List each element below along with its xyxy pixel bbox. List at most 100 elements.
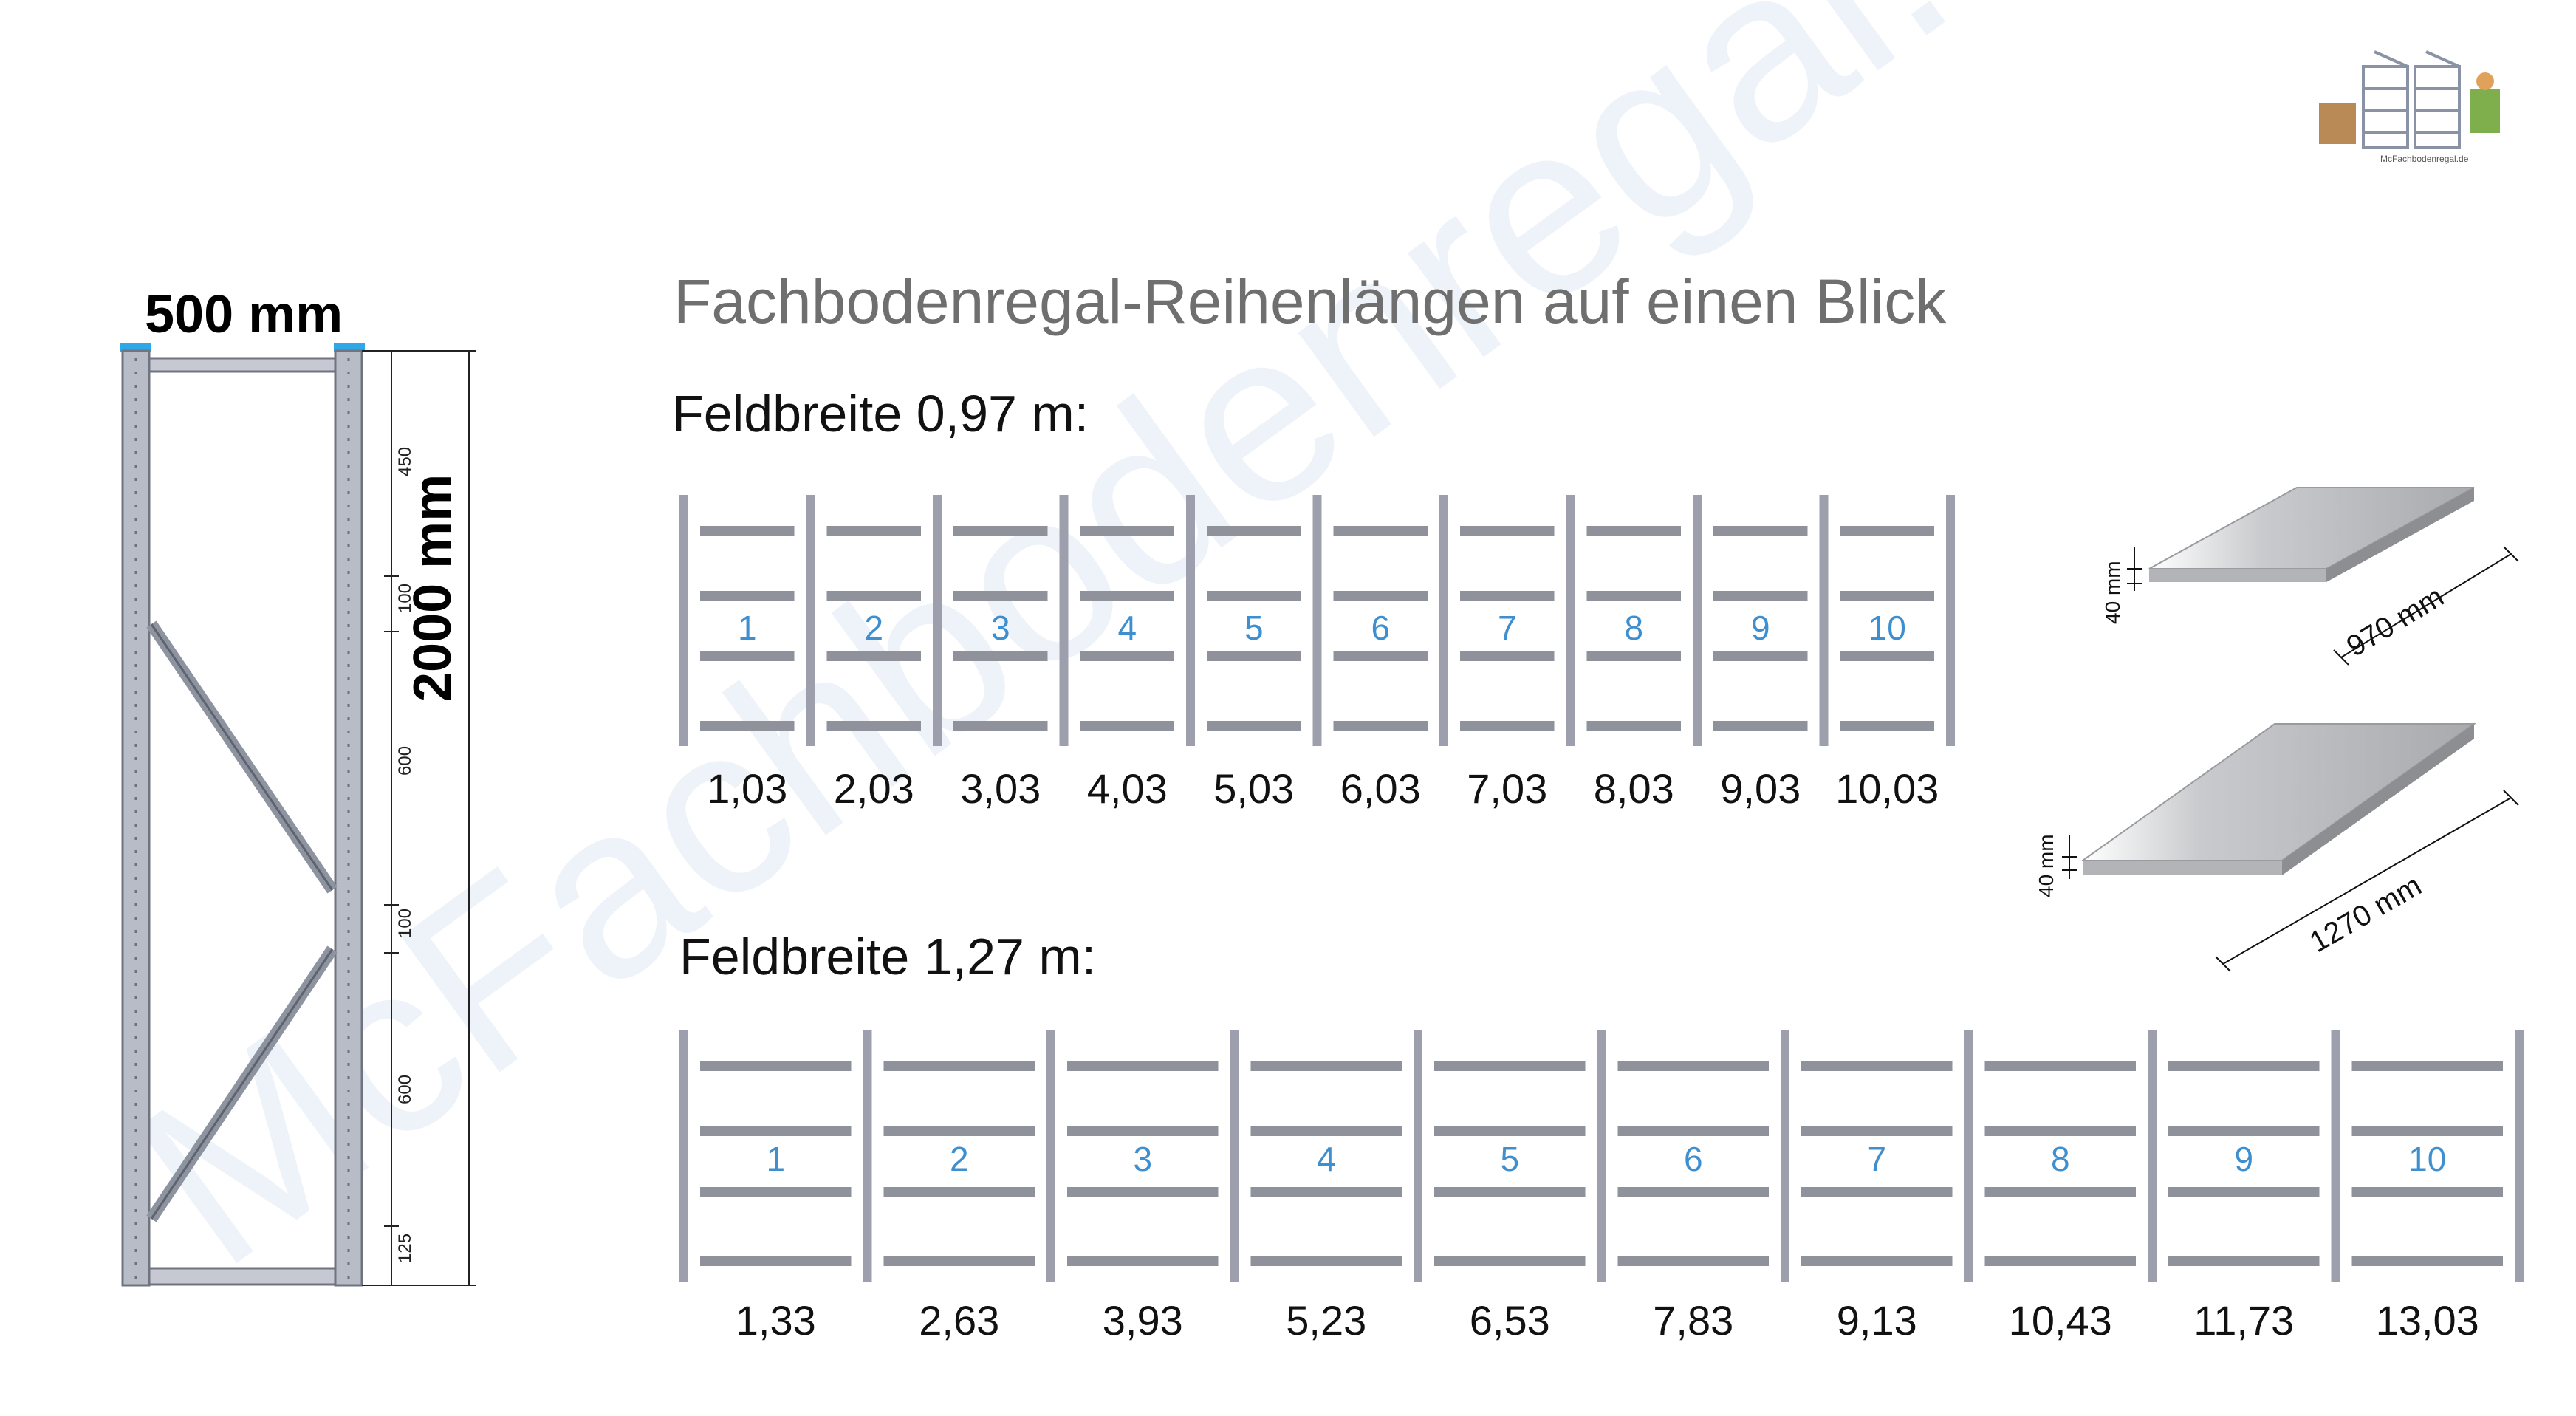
row-length-value: 2,63 bbox=[919, 1297, 1000, 1344]
shelf-board bbox=[1080, 591, 1174, 601]
upright-post bbox=[1439, 495, 1448, 746]
shelf-board bbox=[1586, 651, 1681, 661]
shelf-board bbox=[2351, 1061, 2503, 1071]
upright-post bbox=[2515, 1030, 2524, 1282]
upright-post bbox=[2148, 1030, 2157, 1282]
frame-dim-600b: 600 bbox=[395, 1074, 415, 1104]
row-length-value: 8,03 bbox=[1593, 765, 1674, 812]
field-number: 2 bbox=[864, 609, 883, 647]
shelf-board bbox=[1586, 591, 1681, 601]
field-number: 1 bbox=[766, 1140, 785, 1178]
upright-post bbox=[1312, 495, 1322, 746]
shelf-board bbox=[1333, 526, 1428, 536]
row-length-value: 10,03 bbox=[1835, 765, 1939, 812]
shelf-board bbox=[1840, 721, 1934, 731]
field-number: 7 bbox=[1498, 609, 1517, 647]
field-number: 1 bbox=[738, 609, 757, 647]
frame-dim-100b: 100 bbox=[395, 908, 415, 938]
upright-post bbox=[863, 1030, 872, 1282]
logo-caption: McFachbodenregal.de bbox=[2380, 154, 2469, 164]
shelf-board bbox=[1713, 651, 1808, 661]
field-number: 8 bbox=[1624, 609, 1643, 647]
field-number: 3 bbox=[1133, 1140, 1152, 1178]
row-length-value: 7,03 bbox=[1467, 765, 1548, 812]
frame-dim-125: 125 bbox=[395, 1233, 415, 1263]
shelf-board bbox=[953, 526, 1048, 536]
shelf-board bbox=[1460, 591, 1555, 601]
shelf-board bbox=[1067, 1061, 1219, 1071]
field-number: 6 bbox=[1684, 1140, 1703, 1178]
shelf-board bbox=[2351, 1126, 2503, 1136]
shelf-board bbox=[1207, 651, 1301, 661]
page-title: Fachbodenregal-Reihenlängen auf einen Bl… bbox=[674, 267, 1947, 336]
shelf-board bbox=[1460, 651, 1555, 661]
shelf-board bbox=[2168, 1187, 2320, 1197]
field-number: 3 bbox=[991, 609, 1010, 647]
upright-post bbox=[1059, 495, 1069, 746]
shelf-board bbox=[1207, 591, 1301, 601]
field-number: 10 bbox=[2408, 1140, 2446, 1178]
shelf-board bbox=[826, 526, 921, 536]
shelf-board bbox=[1434, 1187, 1586, 1197]
field-number: 10 bbox=[1868, 609, 1906, 647]
row-length-value: 5,03 bbox=[1213, 765, 1295, 812]
upright-post bbox=[1566, 495, 1575, 746]
upright-post bbox=[1693, 495, 1702, 746]
shelf-board bbox=[1434, 1126, 1586, 1136]
shelf-board bbox=[1713, 591, 1808, 601]
row-length-value: 3,93 bbox=[1102, 1297, 1183, 1344]
shelf-board bbox=[1801, 1061, 1953, 1071]
shelf-board-1270 bbox=[2062, 723, 2519, 972]
shelf-board bbox=[700, 721, 795, 731]
section-heading-097: Feldbreite 0,97 m: bbox=[672, 385, 1089, 442]
field-number: 7 bbox=[1867, 1140, 1886, 1178]
shelf-board bbox=[1713, 721, 1808, 731]
shelf-board bbox=[1333, 591, 1428, 601]
field-number: 6 bbox=[1371, 609, 1390, 647]
row-length-value: 9,13 bbox=[1836, 1297, 1917, 1344]
shelf-board bbox=[700, 591, 795, 601]
row-length-value: 7,83 bbox=[1653, 1297, 1734, 1344]
shelf-board bbox=[1984, 1256, 2136, 1266]
shelf-board bbox=[1434, 1061, 1586, 1071]
shelf-board bbox=[953, 591, 1048, 601]
shelf-board bbox=[2351, 1187, 2503, 1197]
shelf-board bbox=[1207, 721, 1301, 731]
shelf-board bbox=[1984, 1061, 2136, 1071]
shelf-board bbox=[2351, 1256, 2503, 1266]
shelf-board bbox=[1617, 1061, 1769, 1071]
frame-dim-600a: 600 bbox=[395, 745, 415, 776]
upright-post bbox=[1597, 1030, 1606, 1282]
shelf-board bbox=[1840, 526, 1934, 536]
shelf-board bbox=[826, 721, 921, 731]
shelf-board bbox=[700, 651, 795, 661]
row-length-value: 6,03 bbox=[1340, 765, 1421, 812]
shelf-1270-height-label: 40 mm bbox=[2035, 834, 2058, 897]
field-number: 5 bbox=[1500, 1140, 1519, 1178]
upright-post bbox=[806, 495, 815, 746]
shelf-board bbox=[1080, 526, 1174, 536]
shelf-board-970 bbox=[2127, 487, 2519, 666]
upright-post bbox=[1186, 495, 1195, 746]
shelf-board bbox=[700, 526, 795, 536]
shelf-board bbox=[1617, 1256, 1769, 1266]
shelf-board bbox=[1801, 1256, 1953, 1266]
row-length-value: 2,03 bbox=[833, 765, 914, 812]
shelf-board bbox=[883, 1187, 1035, 1197]
shelf-board bbox=[1207, 526, 1301, 536]
shelf-board bbox=[1067, 1126, 1219, 1136]
shelf-board bbox=[1586, 526, 1681, 536]
shelf-board bbox=[1801, 1126, 1953, 1136]
row-length-value: 1,03 bbox=[707, 765, 788, 812]
shelf-board bbox=[1460, 721, 1555, 731]
shelf-board bbox=[1713, 526, 1808, 536]
frame-drawing bbox=[120, 343, 476, 1287]
shelf-board bbox=[883, 1126, 1035, 1136]
shelf-board bbox=[1617, 1126, 1769, 1136]
shelf-board bbox=[826, 651, 921, 661]
upright-post bbox=[1046, 1030, 1055, 1282]
upright-post bbox=[679, 495, 688, 746]
company-logo bbox=[2319, 50, 2500, 149]
shelf-board bbox=[826, 591, 921, 601]
shelf-board bbox=[883, 1256, 1035, 1266]
